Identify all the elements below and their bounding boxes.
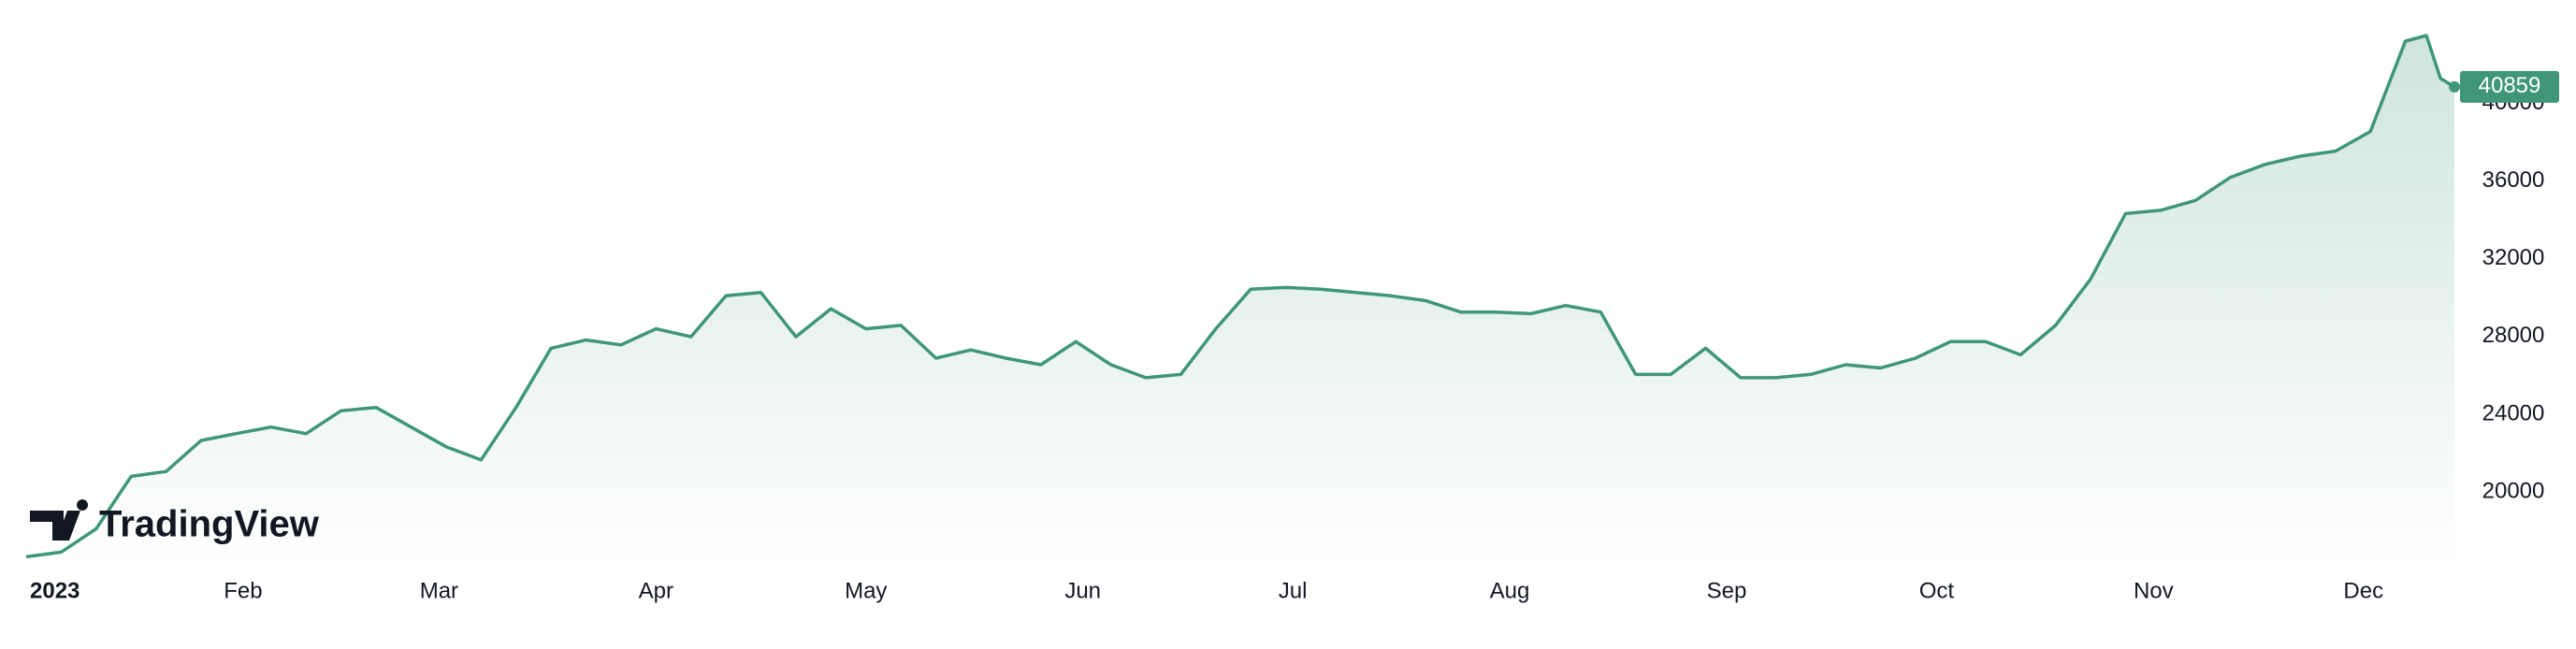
x-tick-label: Apr bbox=[639, 578, 673, 603]
y-tick-label: 32000 bbox=[2482, 245, 2545, 270]
y-tick-label: 20000 bbox=[2482, 478, 2545, 503]
x-tick-label: Sep bbox=[1707, 578, 1747, 603]
x-tick-label: Nov bbox=[2134, 578, 2174, 603]
x-tick-label: Mar bbox=[420, 578, 458, 603]
logo-icon bbox=[30, 499, 89, 541]
y-tick-label: 24000 bbox=[2482, 400, 2545, 425]
y-tick-label: 36000 bbox=[2482, 167, 2545, 193]
x-tick-label: Feb bbox=[224, 578, 262, 603]
x-tick-label: Jun bbox=[1064, 578, 1101, 603]
x-tick-label: Jul bbox=[1279, 578, 1308, 603]
watermark-text: TradingView bbox=[99, 504, 320, 545]
price-line bbox=[25, 34, 2455, 559]
last-point bbox=[2449, 80, 2460, 93]
price-badge-label: 40859 bbox=[2479, 73, 2541, 98]
x-tick-label: Aug bbox=[1490, 578, 1530, 603]
x-tick-label: May bbox=[845, 578, 887, 603]
price-badge bbox=[2460, 70, 2559, 103]
plot-area bbox=[25, 34, 2460, 567]
y-tick-label: 28000 bbox=[2482, 323, 2545, 348]
watermark: TradingView bbox=[30, 499, 320, 545]
x-tick-label: Oct bbox=[1919, 578, 1955, 603]
x-tick-label: 2023 bbox=[30, 578, 80, 603]
x-tick-label: Dec bbox=[2343, 578, 2383, 603]
